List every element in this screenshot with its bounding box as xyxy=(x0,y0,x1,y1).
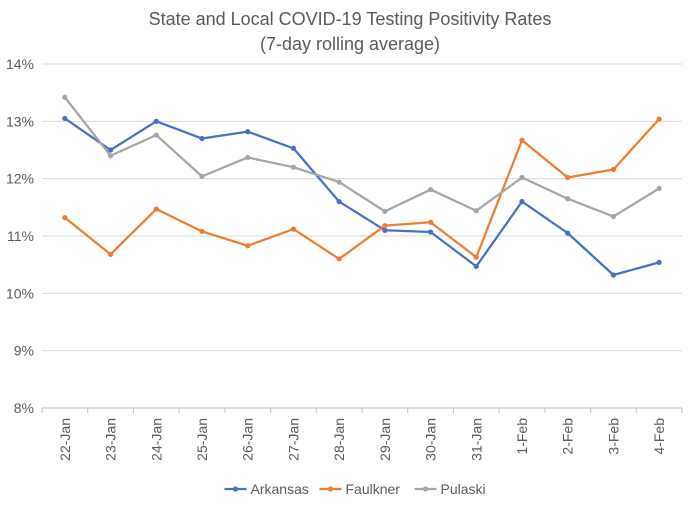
x-tick-label: 22-Jan xyxy=(57,418,73,461)
x-tick-label: 29-Jan xyxy=(377,418,393,461)
data-point-arkansas xyxy=(610,272,617,278)
y-axis-ticks: 8% 9% 10% 11% 12% 13% 14% xyxy=(6,56,34,416)
legend-item-arkansas: Arkansas xyxy=(224,481,309,497)
x-axis: 22-Jan 23-Jan 24-Jan 25-Jan 26-Jan 27-Jan 28-J… xyxy=(41,407,683,461)
x-tick-label: 28-Jan xyxy=(331,418,347,461)
legend-marker xyxy=(327,486,334,492)
y-tick-label: 12% xyxy=(6,171,34,187)
data-point-faulkner xyxy=(290,226,297,232)
x-tick-label: 4-Feb xyxy=(651,418,667,455)
data-point-faulkner xyxy=(245,243,251,249)
legend-marker xyxy=(422,486,429,492)
data-point-pulaski xyxy=(382,208,388,214)
data-point-pulaski xyxy=(427,186,434,193)
data-point-pulaski xyxy=(565,196,571,202)
data-point-faulkner xyxy=(107,251,114,257)
x-tick-label: 27-Jan xyxy=(285,418,301,461)
data-point-arkansas xyxy=(473,263,479,269)
data-point-pulaski xyxy=(519,174,525,181)
series-line-faulkner xyxy=(64,118,660,261)
data-point-pulaski xyxy=(199,173,205,179)
data-point-arkansas xyxy=(245,129,251,135)
data-point-pulaski xyxy=(107,153,114,159)
legend-label: Arkansas xyxy=(251,481,309,497)
data-point-arkansas xyxy=(153,118,159,124)
data-point-pulaski xyxy=(290,164,297,170)
data-point-faulkner xyxy=(656,116,662,122)
data-point-arkansas xyxy=(199,135,205,142)
x-tick-label: 1-Feb xyxy=(514,418,530,455)
data-point-faulkner xyxy=(427,219,434,225)
legend-item-pulaski: Pulaski xyxy=(414,481,486,497)
chart-subtitle: (7-day rolling average) xyxy=(260,34,440,54)
chart-title: State and Local COVID-19 Testing Positiv… xyxy=(149,9,552,29)
y-tick-label: 14% xyxy=(6,56,34,72)
y-tick-label: 10% xyxy=(6,285,34,301)
y-tick-label: 13% xyxy=(6,113,34,129)
x-tick-label: 30-Jan xyxy=(423,418,439,461)
y-tick-label: 8% xyxy=(14,400,34,416)
data-point-pulaski xyxy=(656,185,662,192)
series-faulkner xyxy=(62,116,662,262)
x-tick-label: 24-Jan xyxy=(148,418,164,461)
data-point-faulkner xyxy=(565,174,571,181)
series-pulaski xyxy=(62,94,662,220)
x-tick-label: 25-Jan xyxy=(194,418,210,461)
y-tick-label: 11% xyxy=(7,228,34,244)
data-point-arkansas xyxy=(519,199,525,205)
data-point-faulkner xyxy=(199,228,205,235)
data-point-pulaski xyxy=(62,94,68,100)
series-lines xyxy=(62,94,662,278)
legend: Arkansas Faulkner Pulaski xyxy=(224,481,486,497)
series-line-pulaski xyxy=(63,96,660,218)
chart-title-group: State and Local COVID-19 Testing Positiv… xyxy=(149,9,552,54)
data-point-arkansas xyxy=(62,115,68,122)
data-point-faulkner xyxy=(610,166,617,173)
data-point-arkansas xyxy=(427,229,434,235)
data-point-faulkner xyxy=(336,256,342,262)
data-point-faulkner xyxy=(62,215,68,221)
data-point-arkansas xyxy=(107,147,114,153)
x-tick-label: 26-Jan xyxy=(240,418,256,461)
series-line-arkansas xyxy=(64,117,660,277)
data-point-arkansas xyxy=(565,230,571,236)
data-point-pulaski xyxy=(245,154,251,161)
legend-item-faulkner: Faulkner xyxy=(319,481,401,497)
legend-marker xyxy=(232,486,239,492)
data-point-faulkner xyxy=(519,137,525,143)
legend-label: Pulaski xyxy=(441,481,486,497)
data-point-pulaski xyxy=(610,213,617,220)
x-tick-label: 31-Jan xyxy=(468,418,484,461)
gridlines xyxy=(42,63,682,409)
series-arkansas xyxy=(62,115,662,278)
data-point-pulaski xyxy=(473,208,479,214)
y-tick-label: 9% xyxy=(14,343,34,359)
data-point-pulaski xyxy=(153,132,159,138)
data-point-arkansas xyxy=(656,259,662,265)
data-point-arkansas xyxy=(336,199,342,205)
data-point-arkansas xyxy=(382,227,388,233)
x-tick-label: 3-Feb xyxy=(605,418,621,455)
data-point-faulkner xyxy=(382,223,388,229)
data-point-faulkner xyxy=(473,254,479,260)
legend-label: Faulkner xyxy=(346,481,401,497)
x-tick-label: 2-Feb xyxy=(560,418,576,455)
data-point-pulaski xyxy=(336,179,342,185)
x-tick-label: 23-Jan xyxy=(103,418,119,461)
data-point-faulkner xyxy=(153,206,159,212)
data-point-arkansas xyxy=(290,145,297,151)
